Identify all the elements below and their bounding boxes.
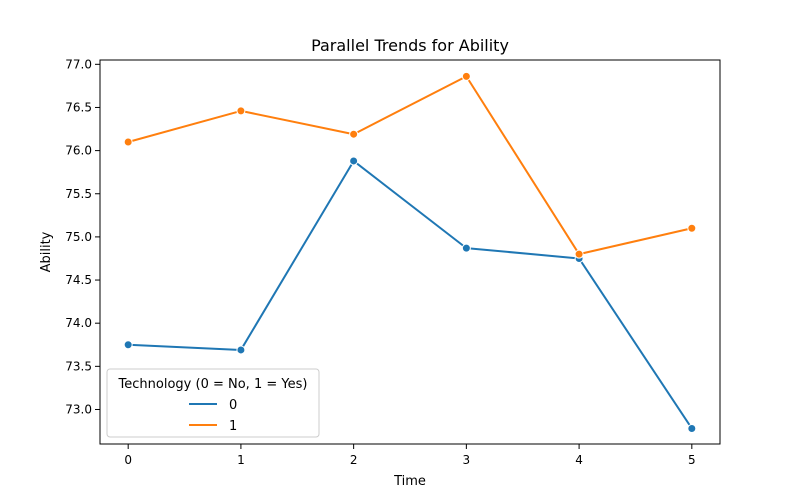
y-axis-label: Ability	[39, 231, 54, 272]
data-point-series-1	[123, 137, 133, 147]
x-tick-label: 3	[463, 453, 471, 467]
y-tick-label: 73.5	[65, 359, 92, 373]
legend-label-series-1: 1	[229, 419, 237, 434]
series-group	[123, 71, 697, 433]
y-tick-label: 74.0	[65, 316, 92, 330]
x-tick-label: 2	[350, 453, 358, 467]
series-line-1	[127, 75, 693, 256]
data-point-series-1	[461, 71, 471, 81]
y-axis-ticks: 73.0 73.5 74.0 74.5 75.0 75.5 76.0 76.5 77.0	[65, 57, 100, 416]
y-tick-label: 76.0	[65, 144, 92, 158]
legend: Technology (0 = No, 1 = Yes) 0 1	[106, 368, 320, 438]
chart-title: Parallel Trends for Ability	[311, 36, 509, 55]
y-tick-label: 75.5	[65, 187, 92, 201]
x-tick-label: 4	[575, 453, 583, 467]
data-point-series-0	[687, 423, 697, 433]
data-point-series-1	[687, 223, 697, 233]
data-point-series-1	[236, 106, 246, 116]
data-point-series-1	[574, 249, 584, 259]
x-tick-label: 1	[237, 453, 245, 467]
data-point-series-0	[461, 243, 471, 253]
y-tick-label: 73.0	[65, 402, 92, 416]
y-tick-label: 76.5	[65, 100, 92, 114]
y-tick-label: 75.0	[65, 230, 92, 244]
x-tick-label: 5	[688, 453, 696, 467]
data-point-series-0	[349, 156, 359, 166]
data-point-series-1	[349, 129, 359, 139]
data-point-series-0	[236, 345, 246, 355]
data-point-series-0	[123, 340, 133, 350]
y-tick-label: 74.5	[65, 273, 92, 287]
y-tick-label: 77.0	[65, 57, 92, 71]
legend-label-series-0: 0	[229, 398, 237, 413]
plot-frame	[99, 59, 721, 445]
x-axis-ticks: 0 1 2 3 4 5	[124, 444, 696, 467]
series-line-0	[128, 159, 693, 430]
legend-title: Technology (0 = No, 1 = Yes)	[118, 377, 308, 392]
x-tick-label: 0	[124, 453, 132, 467]
x-axis-label: Time	[393, 474, 426, 489]
